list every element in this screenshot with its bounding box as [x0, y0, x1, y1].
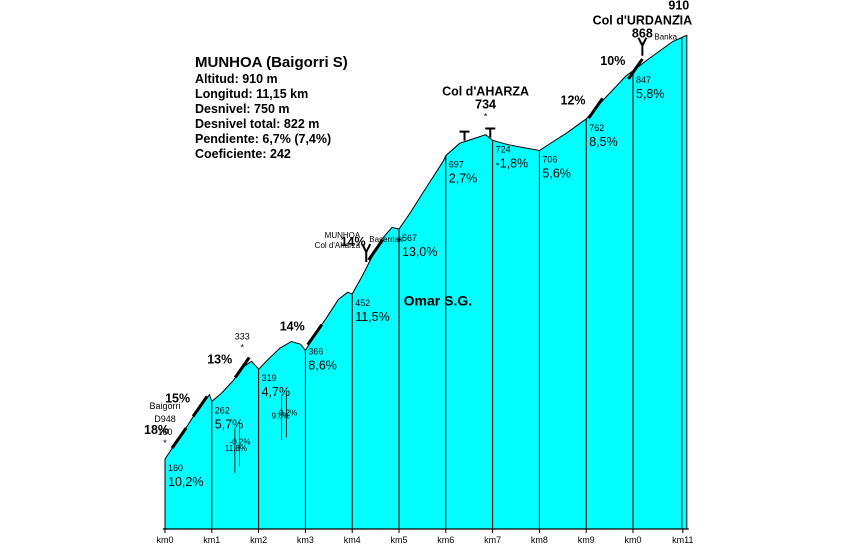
sub-grade-label: 11,8%: [225, 444, 247, 453]
steep-section-mark: [233, 356, 251, 379]
x-tick-label: km3: [297, 535, 314, 545]
place-label: D948: [154, 414, 176, 424]
summit-marker: *: [240, 342, 244, 352]
x-tick-label: km8: [531, 535, 548, 545]
max-slope-label: 13%: [207, 352, 232, 366]
x-tick-label: km11: [672, 535, 693, 545]
sub-grade-label: -0,2%: [276, 409, 297, 418]
info-elevation-gain: Desnivel: 750 m: [195, 102, 290, 116]
steep-section-mark: [627, 58, 644, 80]
place-label: 160: [157, 427, 172, 437]
max-slope-label: 18%: [144, 423, 169, 437]
segment-start-altitude: 847: [636, 75, 651, 85]
segment-gradient-label: 5,6%: [542, 167, 571, 181]
segment-start-altitude: 160: [168, 463, 183, 473]
info-altitude: Altitud: 910 m: [195, 72, 278, 86]
segment-start-altitude: 262: [215, 405, 230, 415]
steep-section-mark: [587, 97, 604, 120]
segment-gradient-label: 13,0%: [402, 245, 437, 259]
author-watermark: Omar S.G.: [404, 292, 472, 308]
place-label: Col d'URDANZIA: [593, 14, 693, 28]
segment-label-layer: 160 10,2% 262 5,7% 319 4,7% 366 8,6% 452 11,5% 567…: [168, 75, 665, 489]
x-tick-label: km0: [624, 535, 641, 545]
climb-title: MUNHOA (Baigorri S): [195, 54, 348, 71]
segment-gradient-label: -1,8%: [496, 156, 529, 170]
max-slope-label: 14%: [341, 235, 366, 249]
info-gradient: Pendiente: 6,7% (7,4%): [195, 132, 332, 146]
road-junction-icon: [361, 243, 372, 263]
segment-start-altitude: 319: [262, 373, 277, 383]
max-slope-label: 10%: [600, 54, 625, 68]
segment-gradient-label: 5,7%: [215, 417, 244, 431]
max-slope-label: 15%: [165, 391, 190, 405]
annotation-layer: 18%15%13%14%14%12%10%11,8%-0,2%9,6%-0,2%…: [144, 0, 693, 474]
x-tick-label: km5: [390, 535, 407, 545]
x-tick-label: km0: [156, 535, 173, 545]
max-slope-label: 14%: [280, 320, 305, 334]
steep-section-mark: [367, 239, 384, 261]
road-marker-icon: [485, 127, 496, 138]
segment-gradient-label: 2,7%: [449, 172, 478, 186]
x-tick-label: km9: [578, 535, 595, 545]
segment-start-altitude: 452: [355, 298, 370, 308]
info-coefficient: Coeficiente: 242: [195, 147, 291, 161]
segment-gradient-label: 5,8%: [636, 87, 665, 101]
x-tick-label: km7: [484, 535, 501, 545]
x-tick-label: km6: [437, 535, 454, 545]
summit-marker: *: [484, 112, 488, 122]
sub-grade-label: 9,6%: [272, 411, 290, 420]
x-tick-label: km1: [203, 535, 220, 545]
segment-start-altitude: 762: [589, 123, 604, 133]
road-junction-icon: [637, 37, 648, 56]
segment-start-altitude: 567: [402, 233, 417, 243]
place-label: 868: [632, 27, 653, 41]
segment-start-altitude: 706: [542, 155, 557, 165]
segment-gradient-label: 10,2%: [168, 475, 203, 489]
junction-label: Baserriak: [369, 235, 404, 244]
km-divider-layer: km0 km1 km2 km3 km4 km5 km6 km7 km8 km9 km0 km11: [156, 37, 693, 545]
summit-marker: *: [163, 438, 167, 448]
segment-gradient-label: 8,6%: [308, 359, 337, 373]
info-total-gain: Desnivel total: 822 m: [195, 117, 320, 131]
x-tick-label: km2: [250, 535, 267, 545]
steep-section-mark: [306, 323, 323, 346]
climb-info-panel: MUNHOA (Baigorri S) Altitud: 910 m Longi…: [195, 54, 348, 162]
place-label: 333: [235, 331, 250, 341]
summit-marker: *: [677, 12, 681, 22]
road-marker-icon: [459, 130, 470, 141]
max-slope-label: 12%: [561, 93, 586, 107]
steep-section-mark: [191, 395, 209, 418]
segment-start-altitude: 724: [496, 144, 511, 154]
segment-gradient-label: 4,7%: [262, 385, 291, 399]
junction-label: Col d'Aharza: [315, 241, 361, 250]
info-length: Longitud: 11,15 km: [195, 87, 309, 101]
segment-start-altitude: 697: [449, 160, 464, 170]
junction-label: MUNHOA: [325, 231, 361, 240]
steep-section-mark: [170, 427, 188, 449]
place-label: Baigorri: [149, 401, 180, 411]
place-label: 910: [668, 0, 689, 12]
place-label: 734: [475, 98, 496, 112]
segment-gradient-label: 11,5%: [355, 310, 390, 324]
x-tick-label: km4: [344, 535, 361, 545]
segment-start-altitude: 366: [308, 347, 323, 357]
segment-gradient-label: 8,5%: [589, 135, 618, 149]
sub-grade-label: -0,2%: [230, 437, 251, 446]
place-label: Col d'AHARZA: [442, 85, 529, 99]
side-road-label: Banka: [654, 33, 677, 42]
